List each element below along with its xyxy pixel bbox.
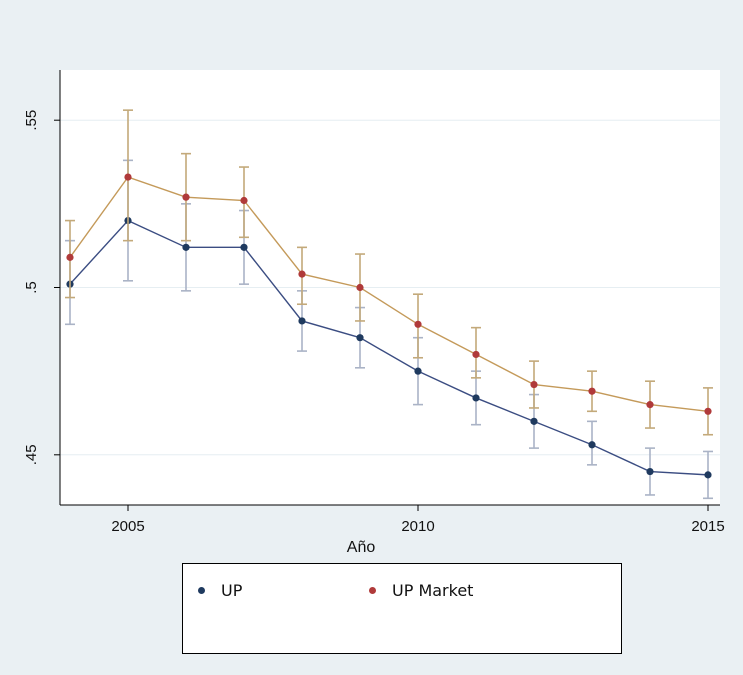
point-up-2013 [588, 441, 596, 449]
point-up-market-2015 [704, 407, 712, 415]
point-up-2010 [414, 367, 422, 375]
point-up-2007 [240, 243, 248, 251]
x-tick-label-1: 2010 [401, 518, 434, 535]
point-up-market-2004 [66, 253, 74, 261]
x-tick-label-2: 2015 [691, 518, 724, 535]
point-up-market-2010 [414, 320, 422, 328]
point-up-market-2012 [530, 380, 538, 389]
series-line-up [69, 219, 709, 476]
point-up-market-2013 [588, 387, 596, 395]
legend: UP UP Market [182, 563, 622, 654]
point-up-market-2005 [124, 173, 132, 181]
point-up-market-2006 [182, 193, 190, 201]
x-tick-label-0: 2005 [111, 518, 144, 535]
series-up-market [65, 109, 713, 436]
y-tick-label-1: .5 [23, 281, 40, 294]
point-up-2006 [182, 243, 190, 251]
point-up-2011 [472, 394, 480, 402]
gridlines [60, 119, 720, 456]
point-up-market-2007 [240, 196, 248, 205]
point-up-2015 [704, 471, 712, 479]
y-tick-label-2: .55 [23, 110, 40, 131]
point-up-2008 [298, 317, 306, 325]
x-axis-label: Año [347, 539, 376, 556]
point-up-2012 [530, 417, 538, 425]
chart-svg: .45 .5 .55 2005 2010 2015 Año [23, 70, 725, 556]
point-up-market-2011 [472, 350, 480, 359]
legend-marker-up-market [369, 587, 376, 594]
series-layer [65, 109, 713, 500]
point-up-2009 [356, 334, 364, 342]
point-up-2014 [646, 467, 654, 476]
series-line-up-market [69, 176, 709, 413]
legend-item-up-market: UP Market [369, 581, 473, 600]
point-up-market-2009 [356, 283, 364, 292]
legend-marker-up [198, 587, 205, 594]
point-up-market-2008 [298, 270, 306, 278]
legend-label-up-market: UP Market [392, 581, 474, 600]
point-up-market-2014 [646, 401, 654, 409]
legend-label-up: UP [221, 581, 243, 600]
y-tick-label-0: .45 [23, 444, 40, 465]
axes: .45 .5 .55 2005 2010 2015 [23, 70, 725, 535]
legend-item-up: UP [198, 581, 242, 600]
